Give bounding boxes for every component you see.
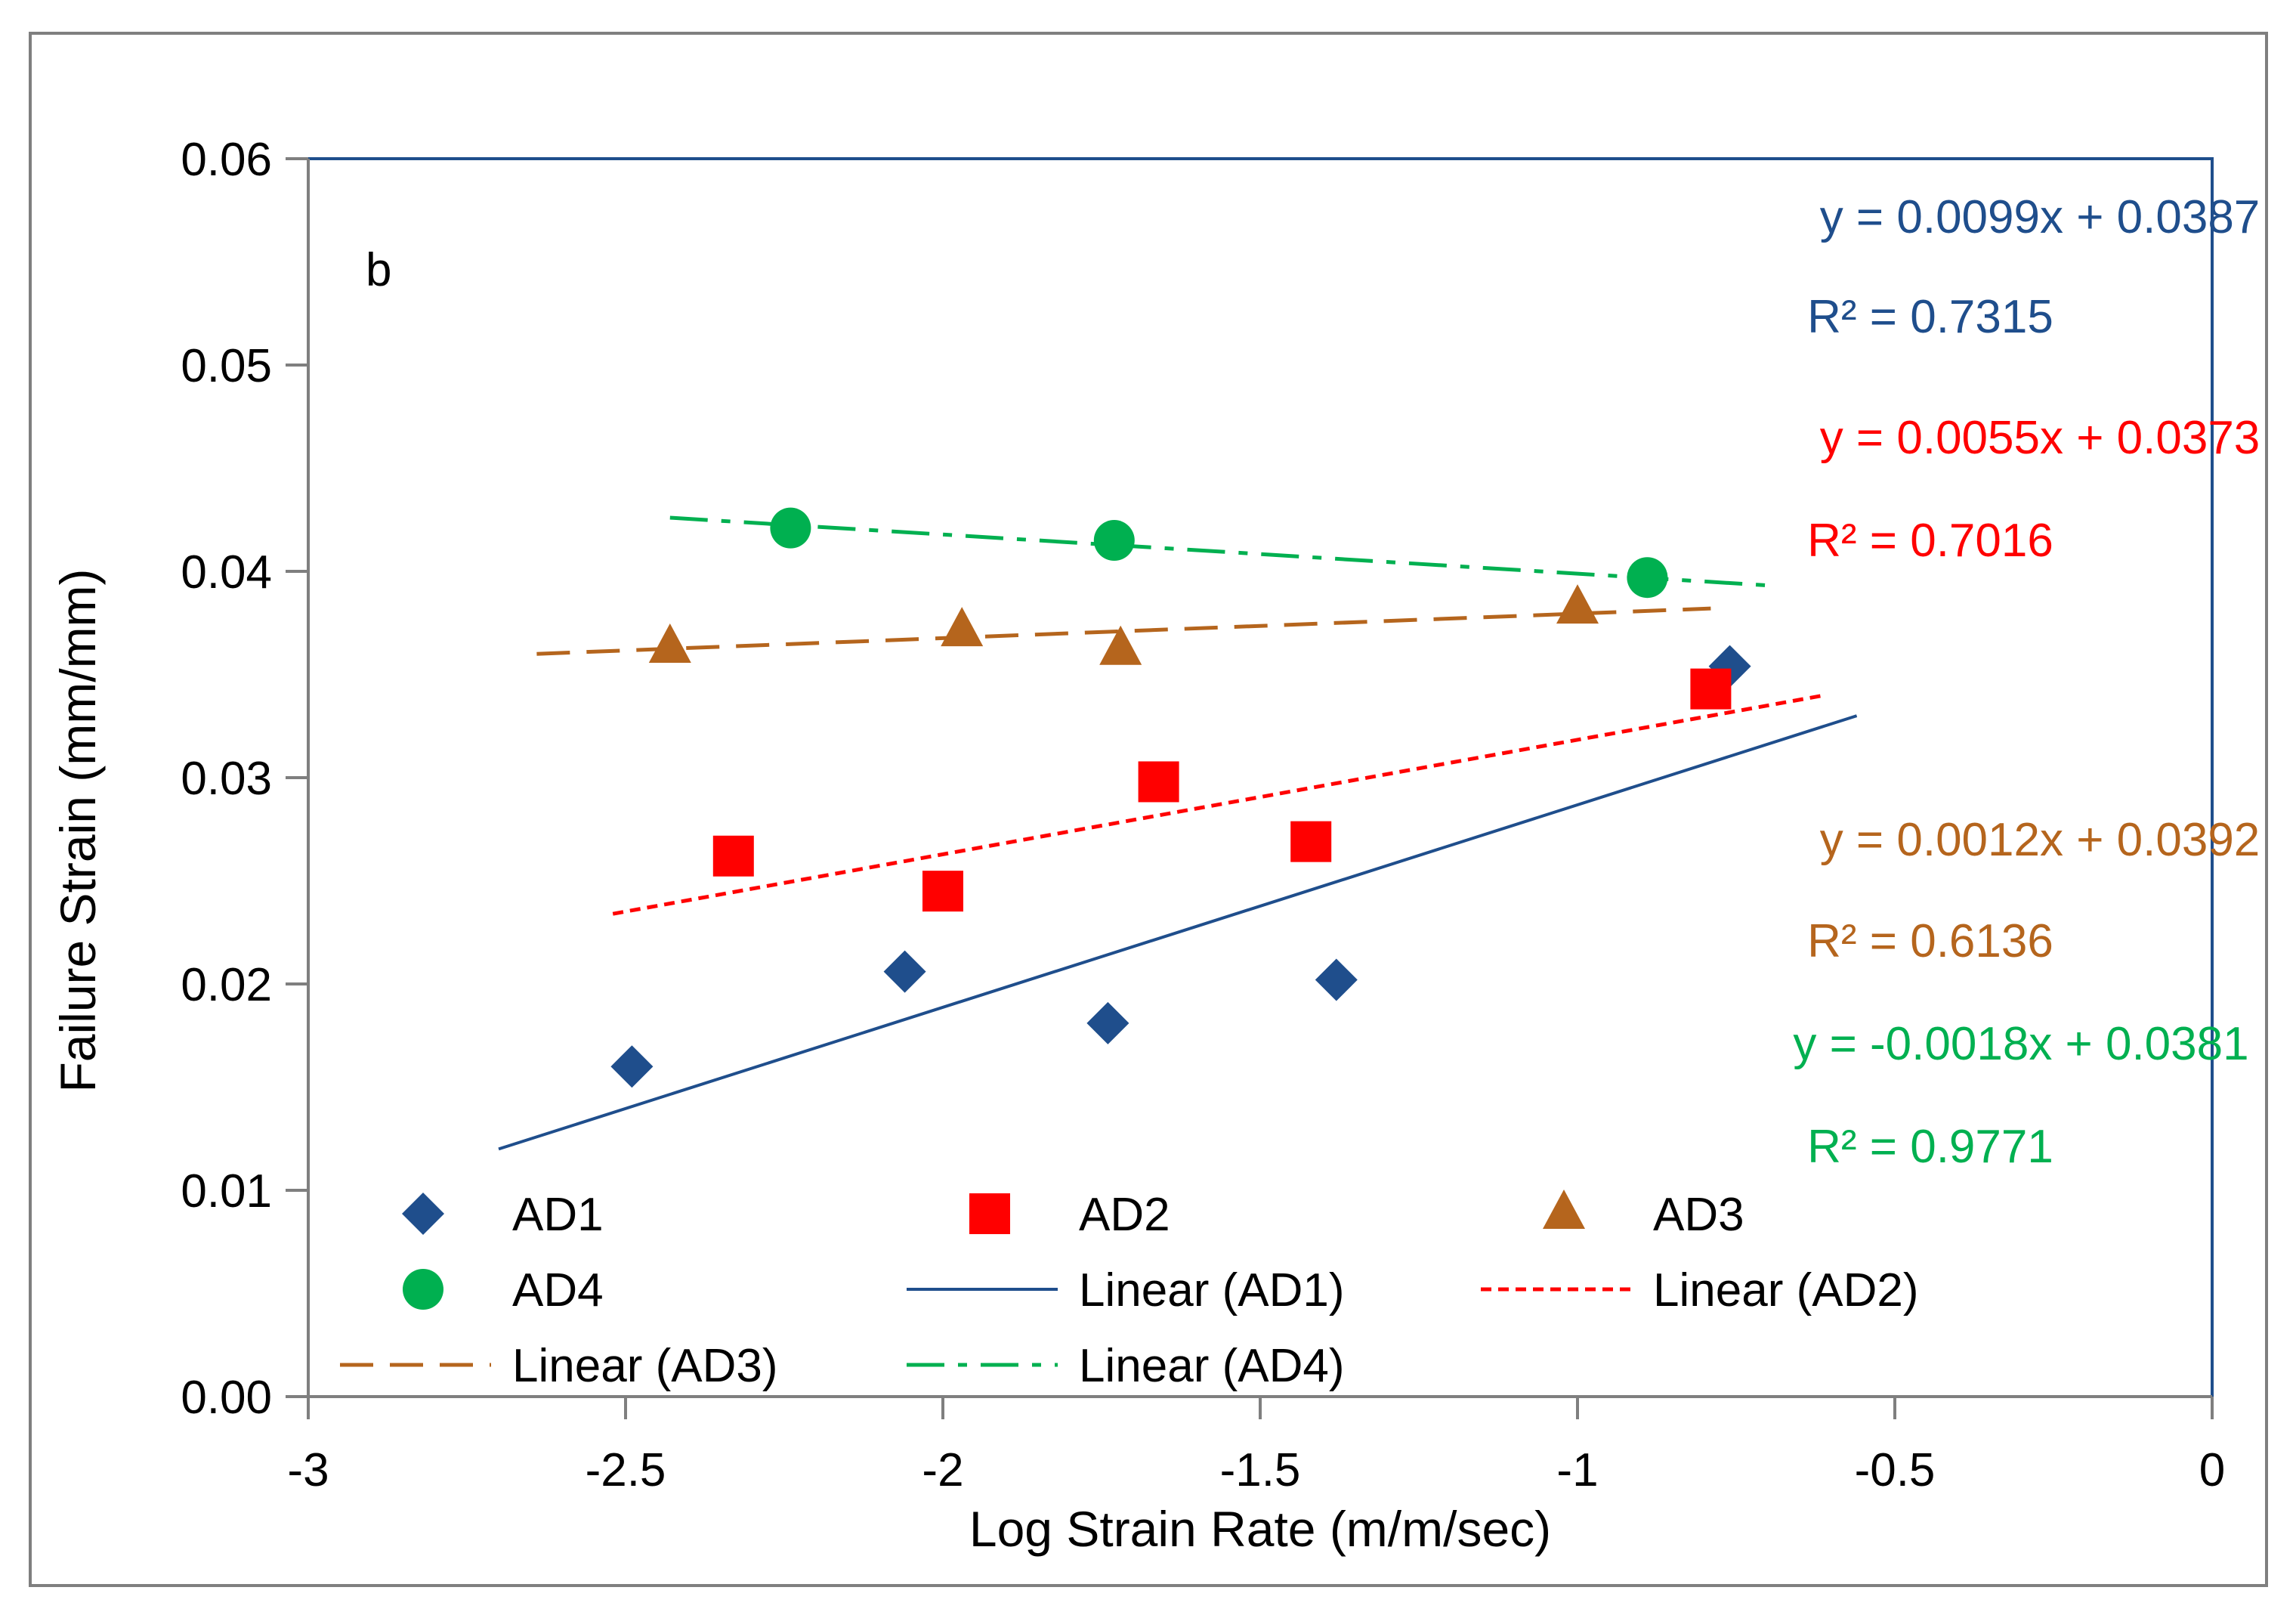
- y-tick-label: 0.02: [181, 959, 272, 1011]
- point-ad2: [922, 871, 963, 912]
- outer-frame: [29, 32, 2268, 1587]
- y-tick-label: 0.05: [181, 340, 272, 392]
- point-ad1: [883, 950, 926, 993]
- trendline-linear-ad3: [536, 606, 1711, 656]
- y-tick-label: 0.01: [181, 1165, 272, 1218]
- y-tick-label: 0.06: [181, 134, 272, 186]
- y-tick-label: 0.03: [181, 753, 272, 805]
- legend-label-linear-ad3: Linear (AD3): [512, 1340, 777, 1392]
- point-ad2: [712, 835, 754, 877]
- y-axis-title: Failure Strain (mm/mm): [50, 568, 106, 1092]
- point-ad3: [1556, 584, 1599, 624]
- legend-marker-ad1: [402, 1193, 444, 1235]
- point-ad1: [1315, 958, 1358, 1001]
- legend-label-ad1: AD1: [512, 1189, 604, 1241]
- annotation-r2-ad1: R² = 0.7315: [1807, 291, 2053, 343]
- annotation-eq-ad4: y = -0.0018x + 0.0381: [1793, 1018, 2248, 1070]
- point-ad3: [648, 623, 691, 664]
- point-ad4: [770, 507, 811, 549]
- panel-label: b: [366, 244, 391, 296]
- trendline-linear-ad1: [498, 714, 1858, 1151]
- point-ad4: [1093, 520, 1135, 562]
- x-tick-label: -2: [922, 1444, 963, 1496]
- legend-label-linear-ad1: Linear (AD1): [1079, 1264, 1344, 1317]
- legend-label-linear-ad2: Linear (AD2): [1653, 1264, 1918, 1317]
- x-tick-label: -1: [1556, 1444, 1598, 1496]
- x-tick-label: 0: [2199, 1444, 2225, 1496]
- x-tick-label: -0.5: [1855, 1444, 1936, 1496]
- legend-marker-ad2: [969, 1193, 1010, 1234]
- point-ad3: [941, 607, 984, 647]
- point-ad4: [1627, 557, 1668, 599]
- point-ad1: [610, 1045, 654, 1088]
- legend-label-ad2: AD2: [1079, 1189, 1170, 1241]
- point-ad2: [1690, 668, 1732, 710]
- legend-marker-ad3: [1543, 1190, 1585, 1229]
- x-tick-label: -1.5: [1220, 1444, 1301, 1496]
- legend-label-linear-ad4: Linear (AD4): [1079, 1340, 1344, 1392]
- point-ad2: [1138, 761, 1179, 803]
- legend-label-ad3: AD3: [1653, 1189, 1744, 1241]
- annotation-r2-ad2: R² = 0.7016: [1807, 515, 2053, 567]
- y-tick-label: 0.04: [181, 546, 272, 599]
- x-tick-label: -2.5: [586, 1444, 666, 1496]
- annotation-r2-ad3: R² = 0.6136: [1807, 915, 2053, 967]
- x-axis-title: Log Strain Rate (m/m/sec): [969, 1501, 1551, 1557]
- trendline-linear-ad2: [612, 693, 1826, 916]
- annotation-r2-ad4: R² = 0.9771: [1807, 1121, 2053, 1173]
- point-ad1: [1086, 1001, 1129, 1044]
- annotation-eq-ad1: y = 0.0099x + 0.0387: [1820, 191, 2260, 243]
- legend-label-ad4: AD4: [512, 1264, 604, 1317]
- annotation-eq-ad2: y = 0.0055x + 0.0373: [1820, 412, 2260, 464]
- annotation-eq-ad3: y = 0.0012x + 0.0392: [1820, 814, 2260, 866]
- y-tick-label: 0.00: [181, 1372, 272, 1424]
- point-ad2: [1290, 821, 1332, 862]
- x-tick-label: -3: [287, 1444, 329, 1496]
- point-ad3: [1099, 625, 1142, 665]
- legend-marker-ad4: [403, 1269, 443, 1310]
- trendline-linear-ad4: [669, 515, 1775, 588]
